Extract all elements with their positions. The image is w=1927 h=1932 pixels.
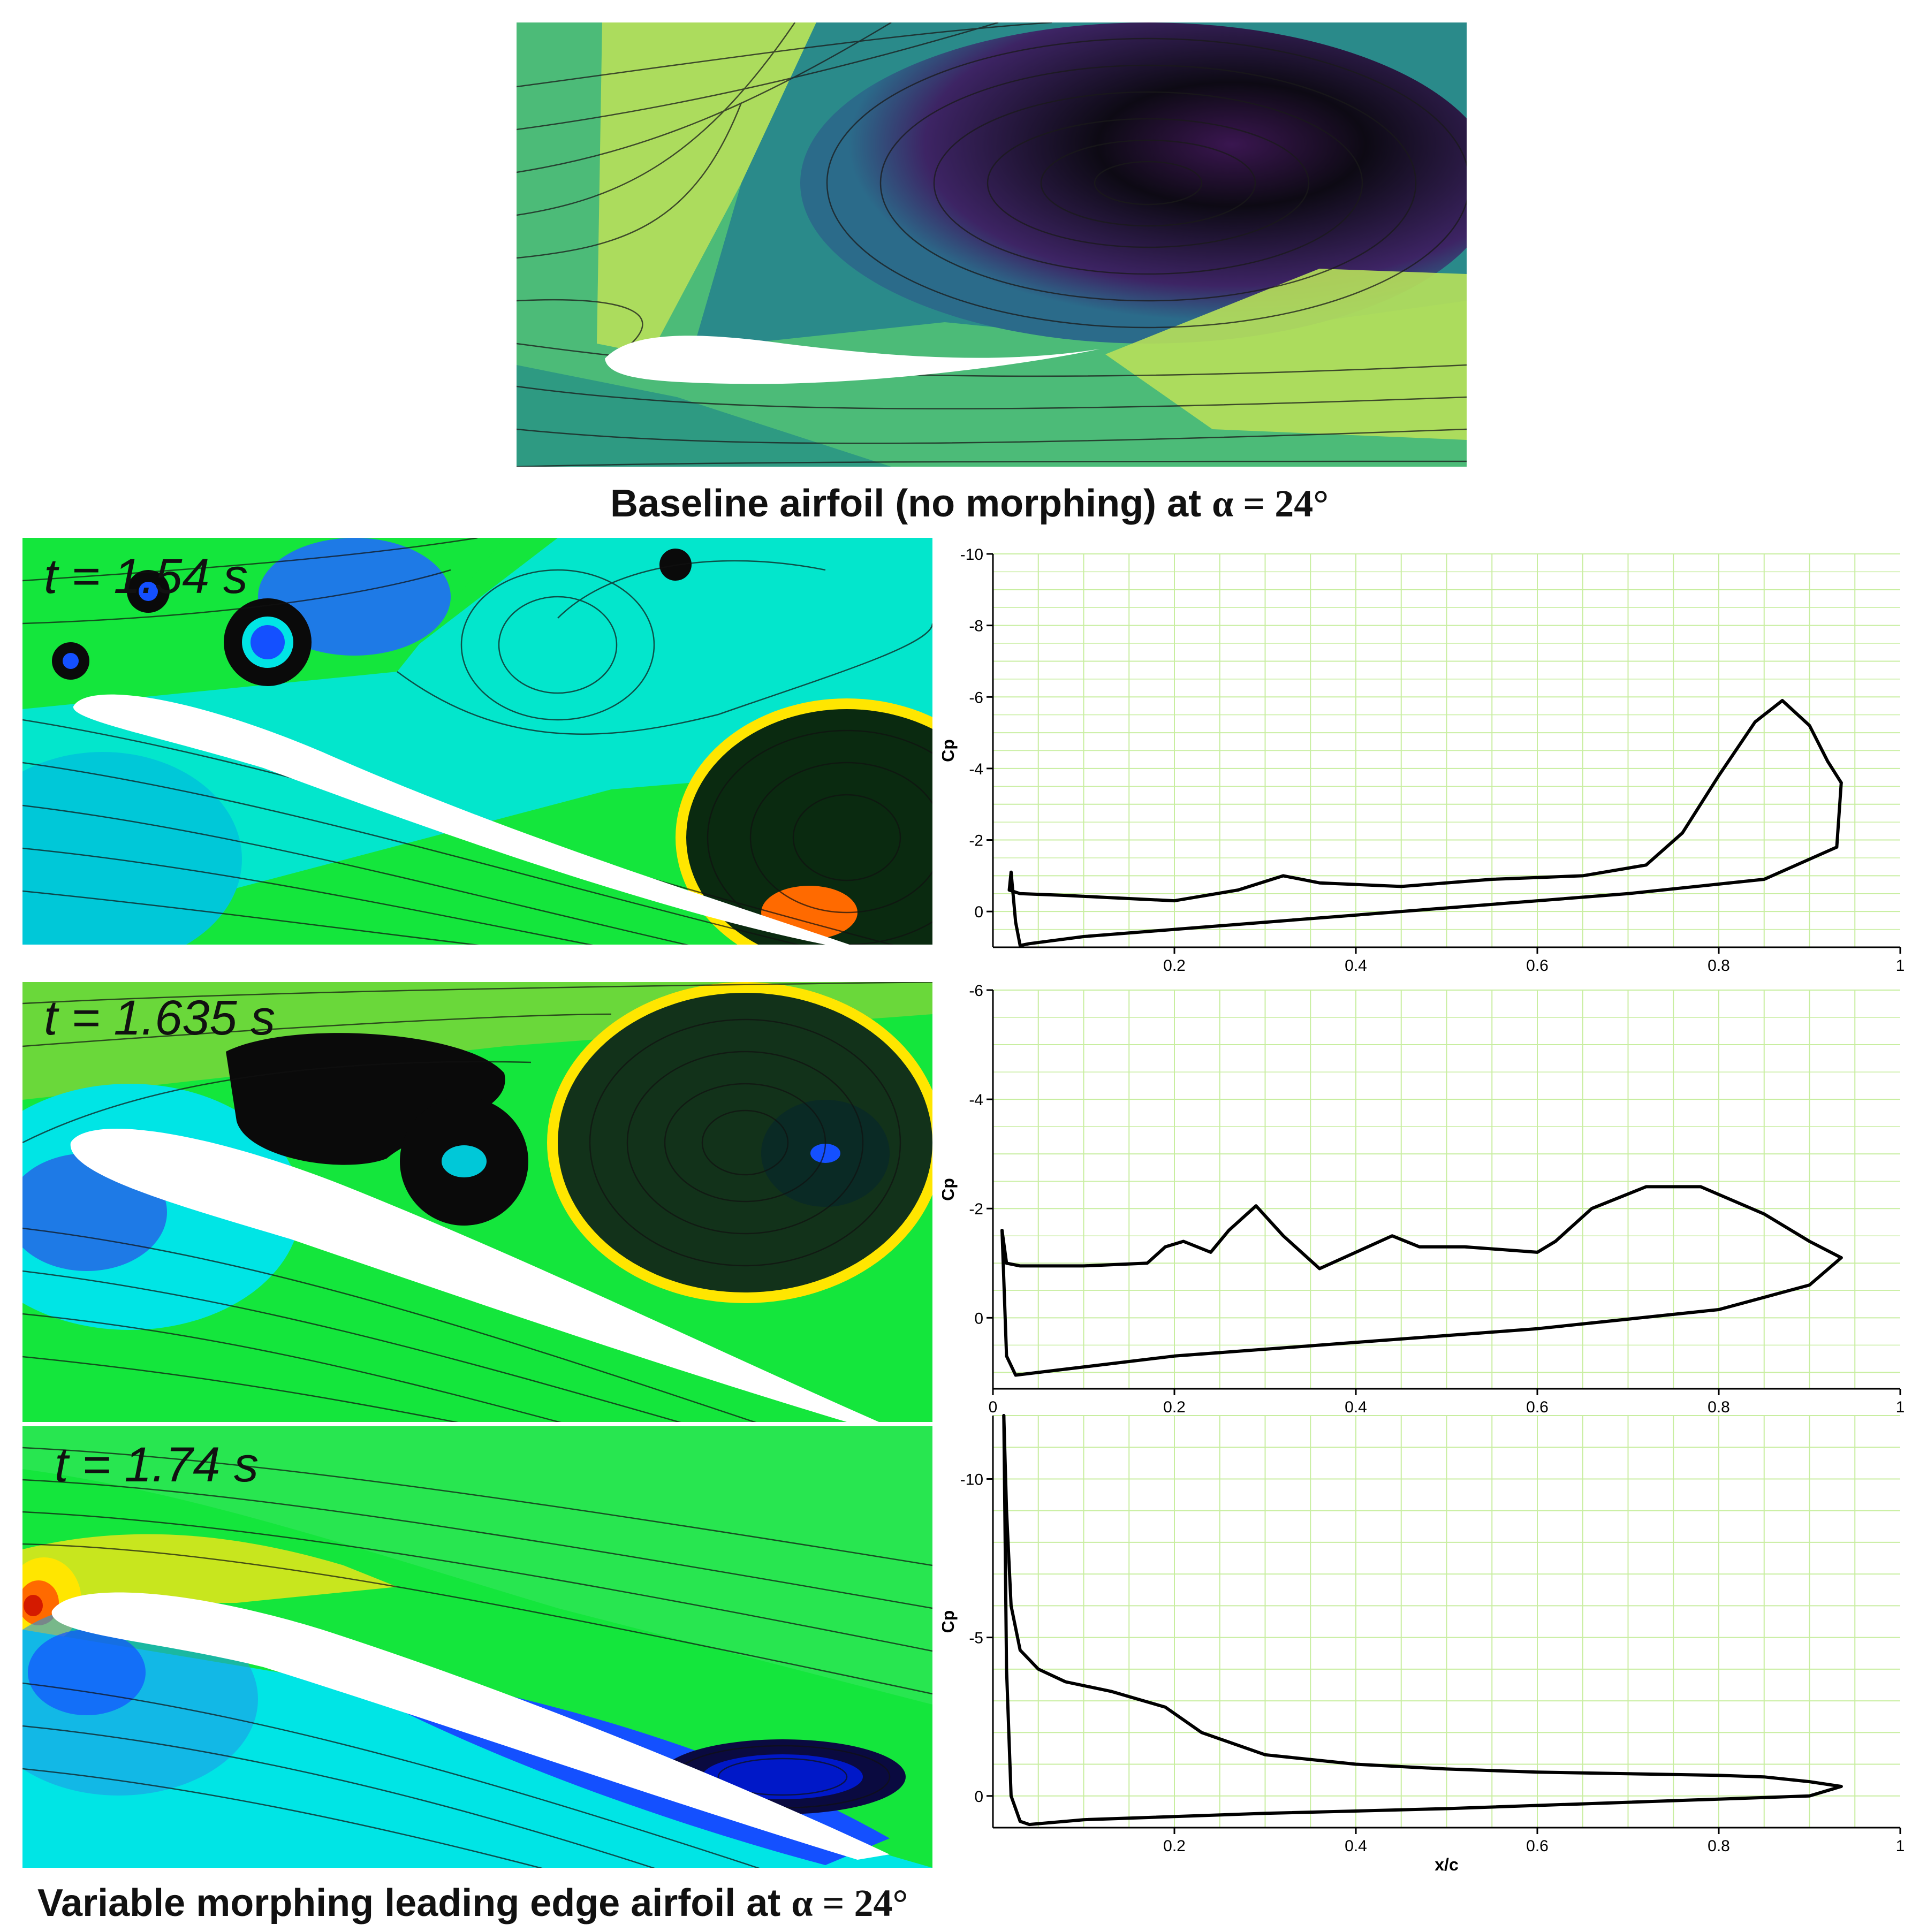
baseline-flow-svg bbox=[517, 22, 1467, 467]
flow-snapshot-2: t = 1.635 s bbox=[22, 982, 932, 1422]
y-tick-label: -4 bbox=[969, 1091, 983, 1109]
x-tick-label: 0.2 bbox=[1163, 957, 1186, 975]
flow-snapshot-2-airfoil bbox=[70, 1129, 879, 1422]
x-tick-label: 1 bbox=[1896, 1837, 1905, 1855]
cp-lower-surface-line bbox=[1000, 1229, 1843, 1377]
morphing-caption-alpha: α = 24° bbox=[791, 1882, 908, 1925]
cp-upper-surface-line bbox=[1000, 1185, 1843, 1271]
y-axis-label: Cp bbox=[942, 1178, 958, 1201]
y-tick-label: 0 bbox=[974, 1310, 983, 1327]
x-tick-label: 0.6 bbox=[1526, 1837, 1549, 1855]
cp-upper-surface-line bbox=[1007, 699, 1843, 903]
x-tick-label: 1 bbox=[1896, 957, 1905, 975]
time-label-1: t = 1.54 s bbox=[44, 549, 248, 604]
x-tick-label: 0.6 bbox=[1526, 1398, 1549, 1416]
y-tick-label: -10 bbox=[960, 546, 983, 564]
cp-chart-2: 0 0.2 0.4 0.6 0.8 1 0 -2 -4 -6 Cp bbox=[942, 985, 1905, 1416]
y-axis-label: Cp bbox=[942, 739, 958, 762]
flow-snapshot-1: t = 1.54 s bbox=[22, 538, 932, 945]
x-tick-label: 0.4 bbox=[1345, 1398, 1367, 1416]
y-tick-label: -6 bbox=[969, 985, 983, 1000]
flow-snapshot-3-streamlines bbox=[22, 1447, 932, 1868]
flow-snapshot-3: t = 1.74 s bbox=[22, 1426, 932, 1868]
cp-chart-1: 0.2 0.4 0.6 0.8 1 0 -2 -4 -6 -8 -10 x/c Cp bbox=[942, 546, 1905, 977]
y-axis-label: Cp bbox=[942, 1610, 958, 1633]
x-tick-label: 0.4 bbox=[1345, 1837, 1367, 1855]
x-axis-label: x/c bbox=[1435, 1855, 1458, 1874]
y-tick-label: 0 bbox=[974, 1788, 983, 1806]
x-tick-label: 0.2 bbox=[1163, 1837, 1186, 1855]
y-tick-label: 0 bbox=[974, 903, 983, 921]
baseline-flow-field bbox=[517, 22, 1467, 467]
y-tick-label: -2 bbox=[969, 1200, 983, 1218]
y-tick-label: -4 bbox=[969, 760, 983, 778]
morphing-caption: Variable morphing leading edge airfoil a… bbox=[37, 1881, 908, 1926]
cp-lower-surface-line bbox=[1002, 1414, 1843, 1827]
flow-snapshot-2-svg bbox=[22, 982, 932, 1422]
y-tick-label: -8 bbox=[969, 618, 983, 635]
y-tick-label: -2 bbox=[969, 832, 983, 850]
baseline-caption: Baseline airfoil (no morphing) at α = 24… bbox=[610, 482, 1329, 526]
flow-snapshot-1-airfoil bbox=[73, 694, 849, 945]
x-tick-label: 0 bbox=[989, 1398, 998, 1416]
y-tick-label: -10 bbox=[960, 1471, 983, 1488]
x-tick-label: 0.8 bbox=[1708, 1837, 1730, 1855]
cp-upper-surface-line bbox=[1002, 1414, 1843, 1788]
x-tick-label: 0.4 bbox=[1345, 957, 1367, 975]
time-label-2: t = 1.635 s bbox=[44, 991, 276, 1045]
x-tick-label: 1 bbox=[1896, 1398, 1905, 1416]
x-tick-label: 0.2 bbox=[1163, 1398, 1186, 1416]
flow-snapshot-2-streamlines bbox=[22, 982, 932, 1422]
x-tick-label: 0.8 bbox=[1708, 1398, 1730, 1416]
cp-lower-surface-line bbox=[1009, 781, 1843, 947]
flow-snapshot-1-svg bbox=[22, 538, 932, 945]
flow-snapshot-3-airfoil bbox=[51, 1592, 890, 1860]
baseline-caption-text: Baseline airfoil (no morphing) at bbox=[610, 482, 1212, 525]
x-tick-label: 0.6 bbox=[1526, 957, 1549, 975]
baseline-caption-alpha: α = 24° bbox=[1212, 482, 1329, 525]
time-label-3: t = 1.74 s bbox=[55, 1437, 259, 1492]
morphing-caption-text: Variable morphing leading edge airfoil a… bbox=[37, 1882, 792, 1925]
y-tick-label: -6 bbox=[969, 689, 983, 706]
flow-snapshot-1-streamlines bbox=[22, 538, 932, 945]
x-axis-label: x/c bbox=[1435, 975, 1458, 977]
x-tick-label: 0.8 bbox=[1708, 957, 1730, 975]
baseline-airfoil bbox=[605, 336, 1100, 384]
cp-chart-3: 0.2 0.4 0.6 0.8 1 0 -5 -10 x/c Cp bbox=[942, 1414, 1905, 1874]
y-tick-label: -5 bbox=[969, 1630, 983, 1647]
flow-snapshot-3-svg bbox=[22, 1426, 932, 1868]
